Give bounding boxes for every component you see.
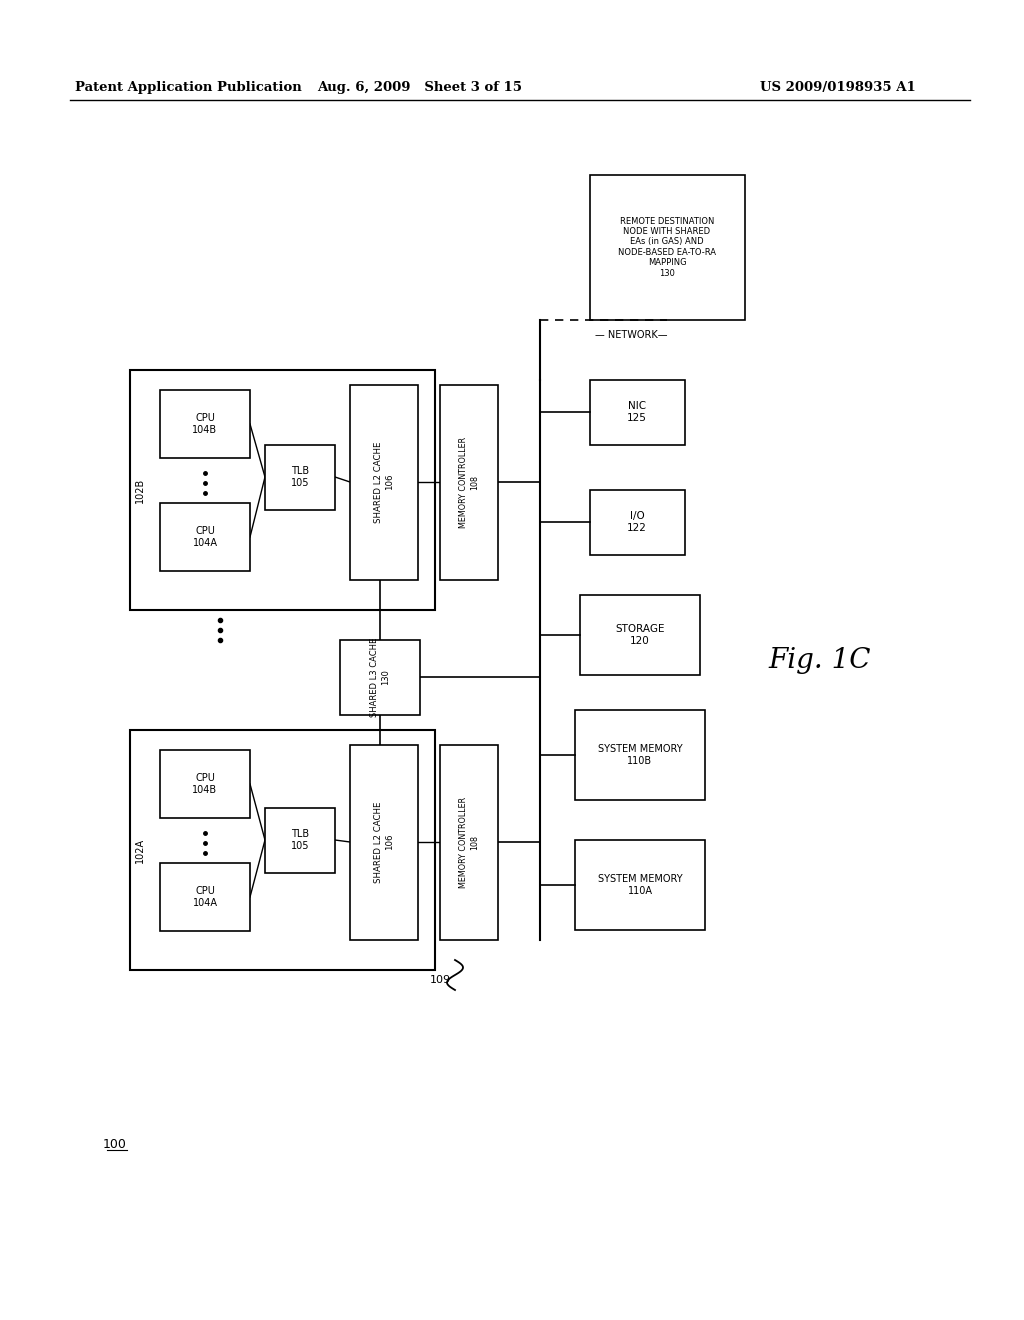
Bar [440,744,498,940]
Bar [590,380,685,445]
Bar [590,490,685,554]
Text: TLB
105: TLB 105 [291,829,309,851]
Text: Patent Application Publication: Patent Application Publication [75,82,302,95]
Bar [440,385,498,579]
Text: REMOTE DESTINATION
NODE WITH SHARED
EAs (in GAS) AND
NODE-BASED EA-TO-RA
MAPPING: REMOTE DESTINATION NODE WITH SHARED EAs … [618,216,716,277]
Text: 102A: 102A [135,837,145,862]
Bar [130,730,435,970]
Bar [130,370,435,610]
Bar [160,750,250,818]
Text: — NETWORK—: — NETWORK— [595,330,668,341]
Text: 100: 100 [103,1138,127,1151]
Bar [590,176,745,319]
Bar [160,389,250,458]
Text: SHARED L2 CACHE
106: SHARED L2 CACHE 106 [375,801,393,883]
Text: 102B: 102B [135,478,145,503]
Text: Aug. 6, 2009   Sheet 3 of 15: Aug. 6, 2009 Sheet 3 of 15 [317,82,522,95]
Bar [350,385,418,579]
Text: MEMORY CONTROLLER
108: MEMORY CONTROLLER 108 [460,796,478,887]
Text: US 2009/0198935 A1: US 2009/0198935 A1 [760,82,915,95]
Text: TLB
105: TLB 105 [291,466,309,488]
Bar [265,808,335,873]
Text: Fig. 1C: Fig. 1C [769,647,871,673]
Bar [575,710,705,800]
Text: 109: 109 [429,975,451,985]
Text: I/O
122: I/O 122 [627,511,647,533]
Text: SHARED L3 CACHE
130: SHARED L3 CACHE 130 [371,638,390,717]
Text: SHARED L2 CACHE
106: SHARED L2 CACHE 106 [375,441,393,523]
Bar [340,640,420,715]
Text: STORAGE
120: STORAGE 120 [615,624,665,645]
Text: NIC
125: NIC 125 [627,401,647,422]
Bar [350,744,418,940]
Text: CPU
104A: CPU 104A [193,886,217,908]
Bar [160,503,250,572]
Text: SYSTEM MEMORY
110B: SYSTEM MEMORY 110B [598,744,682,766]
Text: CPU
104B: CPU 104B [193,774,217,795]
Text: SYSTEM MEMORY
110A: SYSTEM MEMORY 110A [598,874,682,896]
Bar [160,863,250,931]
Bar [580,595,700,675]
Text: CPU
104B: CPU 104B [193,413,217,434]
Text: CPU
104A: CPU 104A [193,527,217,548]
Bar [265,445,335,510]
Bar [575,840,705,931]
Text: MEMORY CONTROLLER
108: MEMORY CONTROLLER 108 [460,437,478,528]
